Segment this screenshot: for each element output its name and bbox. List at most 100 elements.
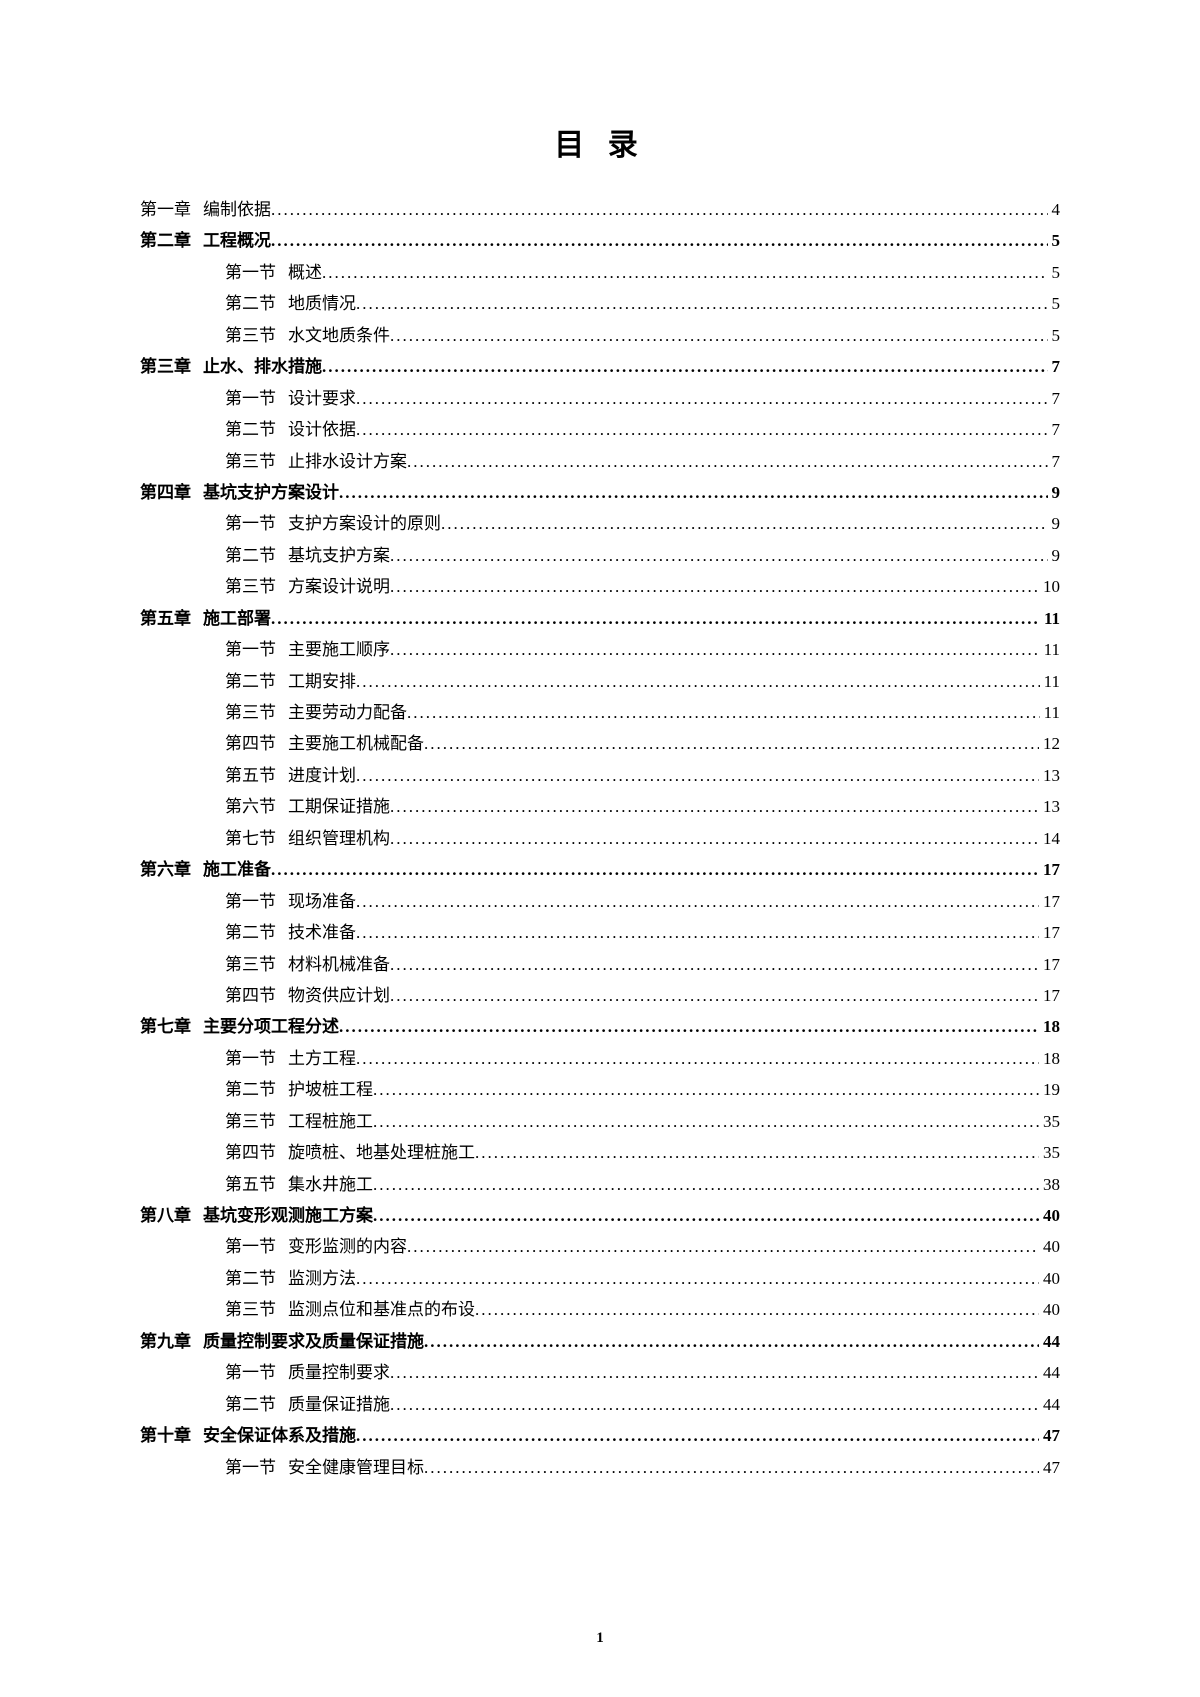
toc-entry-label: 第九章	[140, 1326, 203, 1357]
toc-leader-dots: ........................................…	[373, 1200, 1039, 1231]
toc-section-row: 第三节工程桩施工................................…	[140, 1106, 1060, 1137]
document-title: 目 录	[140, 120, 1060, 164]
toc-section-row: 第三节止排水设计方案..............................…	[140, 446, 1060, 477]
toc-entry-label: 第四节	[225, 1137, 288, 1168]
toc-chapter-row: 第二章工程概况.................................…	[140, 225, 1060, 256]
toc-entry-label: 第五章	[140, 603, 203, 634]
toc-entry-text: 技术准备	[288, 917, 356, 948]
toc-entry-text: 支护方案设计的原则	[288, 508, 441, 539]
toc-entry-page: 47	[1039, 1420, 1060, 1451]
toc-entry-page: 11	[1040, 603, 1060, 634]
toc-entry-page: 11	[1040, 697, 1060, 728]
toc-entry-text: 土方工程	[288, 1043, 356, 1074]
toc-chapter-row: 第一章编制依据.................................…	[140, 194, 1060, 225]
toc-leader-dots: ........................................…	[322, 351, 1048, 382]
toc-entry-label: 第一节	[225, 1043, 288, 1074]
toc-entry-label: 第一节	[225, 1231, 288, 1262]
toc-section-row: 第四节旋喷桩、地基处理桩施工..........................…	[140, 1137, 1060, 1168]
toc-leader-dots: ........................................…	[271, 854, 1039, 885]
toc-section-row: 第一节主要施工顺序...............................…	[140, 634, 1060, 665]
toc-entry-text: 安全健康管理目标	[288, 1452, 424, 1483]
toc-entry-label: 第二节	[225, 414, 288, 445]
toc-leader-dots: ........................................…	[356, 1043, 1039, 1074]
toc-entry-text: 基坑变形观测施工方案	[203, 1200, 373, 1231]
toc-section-row: 第四节物资供应计划...............................…	[140, 980, 1060, 1011]
toc-section-row: 第六节工期保证措施...............................…	[140, 791, 1060, 822]
toc-entry-text: 质量保证措施	[288, 1389, 390, 1420]
toc-entry-label: 第一节	[225, 886, 288, 917]
toc-leader-dots: ........................................…	[356, 383, 1048, 414]
toc-entry-page: 35	[1039, 1106, 1060, 1137]
toc-leader-dots: ........................................…	[390, 320, 1048, 351]
toc-entry-label: 第五节	[225, 760, 288, 791]
toc-entry-label: 第三节	[225, 1106, 288, 1137]
toc-leader-dots: ........................................…	[424, 1452, 1039, 1483]
toc-entry-text: 组织管理机构	[288, 823, 390, 854]
toc-entry-page: 5	[1048, 257, 1061, 288]
toc-entry-page: 38	[1039, 1169, 1060, 1200]
toc-entry-label: 第四节	[225, 728, 288, 759]
toc-entry-label: 第一节	[225, 1357, 288, 1388]
toc-section-row: 第二节设计依据.................................…	[140, 414, 1060, 445]
toc-entry-label: 第一节	[225, 383, 288, 414]
toc-entry-page: 17	[1039, 886, 1060, 917]
toc-entry-label: 第六节	[225, 791, 288, 822]
toc-leader-dots: ........................................…	[441, 508, 1048, 539]
toc-chapter-row: 第四章基坑支护方案设计.............................…	[140, 477, 1060, 508]
toc-entry-page: 44	[1039, 1326, 1060, 1357]
toc-section-row: 第一节安全健康管理目标.............................…	[140, 1452, 1060, 1483]
toc-entry-text: 监测方法	[288, 1263, 356, 1294]
toc-entry-page: 47	[1039, 1452, 1060, 1483]
toc-leader-dots: ........................................…	[390, 1357, 1039, 1388]
toc-entry-page: 7	[1048, 351, 1061, 382]
toc-leader-dots: ........................................…	[356, 288, 1048, 319]
toc-entry-label: 第二节	[225, 917, 288, 948]
toc-entry-page: 11	[1040, 666, 1060, 697]
toc-entry-page: 40	[1039, 1263, 1060, 1294]
toc-entry-text: 设计要求	[288, 383, 356, 414]
toc-section-row: 第五节进度计划.................................…	[140, 760, 1060, 791]
toc-entry-page: 5	[1048, 288, 1061, 319]
toc-leader-dots: ........................................…	[271, 194, 1048, 225]
toc-leader-dots: ........................................…	[356, 1263, 1039, 1294]
toc-leader-dots: ........................................…	[407, 446, 1048, 477]
toc-entry-text: 变形监测的内容	[288, 1231, 407, 1262]
toc-entry-text: 集水井施工	[288, 1169, 373, 1200]
toc-entry-label: 第五节	[225, 1169, 288, 1200]
toc-entry-page: 44	[1039, 1357, 1060, 1388]
toc-entry-text: 止水、排水措施	[203, 351, 322, 382]
toc-entry-page: 13	[1039, 760, 1060, 791]
toc-leader-dots: ........................................…	[390, 949, 1039, 980]
toc-leader-dots: ........................................…	[356, 666, 1040, 697]
toc-entry-text: 主要施工顺序	[288, 634, 390, 665]
toc-entry-page: 17	[1039, 917, 1060, 948]
toc-entry-text: 主要施工机械配备	[288, 728, 424, 759]
toc-entry-label: 第一章	[140, 194, 203, 225]
toc-entry-text: 安全保证体系及措施	[203, 1420, 356, 1451]
toc-leader-dots: ........................................…	[356, 1420, 1039, 1451]
toc-entry-page: 18	[1039, 1043, 1060, 1074]
toc-entry-page: 5	[1048, 320, 1061, 351]
toc-section-row: 第一节质量控制要求...............................…	[140, 1357, 1060, 1388]
toc-entry-text: 主要分项工程分述	[203, 1011, 339, 1042]
toc-leader-dots: ........................................…	[390, 980, 1039, 1011]
toc-entry-label: 第三节	[225, 446, 288, 477]
toc-entry-page: 35	[1039, 1137, 1060, 1168]
toc-entry-label: 第四节	[225, 980, 288, 1011]
toc-leader-dots: ........................................…	[390, 823, 1039, 854]
toc-leader-dots: ........................................…	[356, 760, 1039, 791]
toc-entry-text: 物资供应计划	[288, 980, 390, 1011]
toc-section-row: 第二节技术准备.................................…	[140, 917, 1060, 948]
toc-entry-page: 17	[1039, 949, 1060, 980]
toc-entry-label: 第六章	[140, 854, 203, 885]
toc-section-row: 第二节地质情况.................................…	[140, 288, 1060, 319]
toc-entry-text: 概述	[288, 257, 322, 288]
toc-entry-label: 第二节	[225, 1074, 288, 1105]
toc-section-row: 第二节质量保证措施...............................…	[140, 1389, 1060, 1420]
page-number: 1	[0, 1630, 1200, 1647]
toc-entry-label: 第三节	[225, 697, 288, 728]
toc-entry-text: 材料机械准备	[288, 949, 390, 980]
toc-entry-text: 施工部署	[203, 603, 271, 634]
toc-entry-label: 第四章	[140, 477, 203, 508]
toc-entry-page: 7	[1048, 446, 1061, 477]
